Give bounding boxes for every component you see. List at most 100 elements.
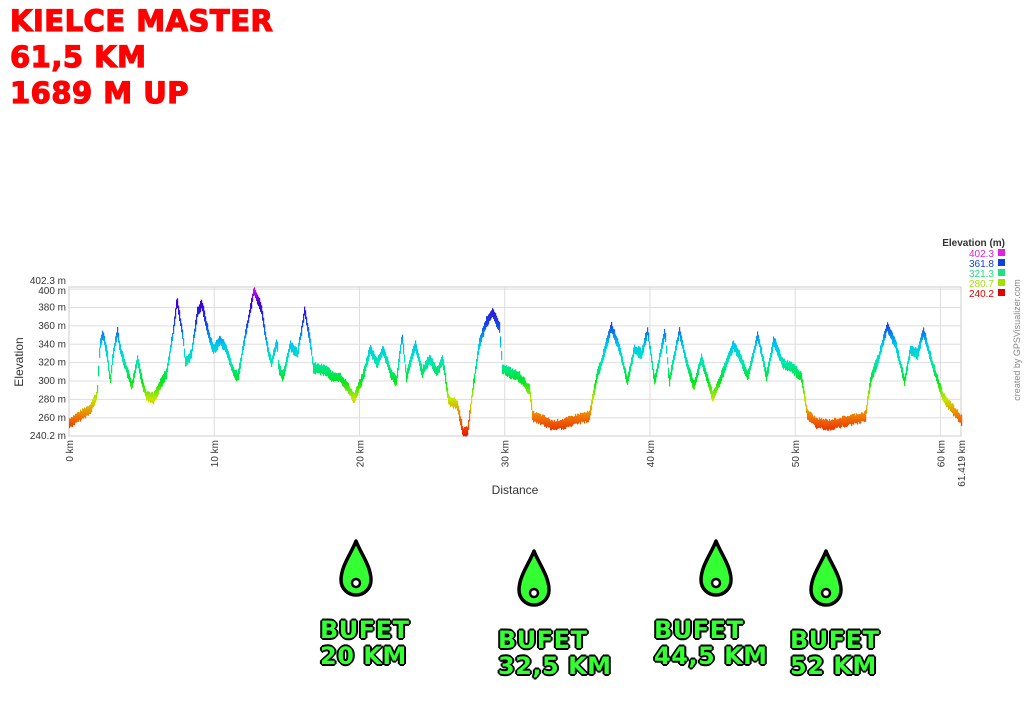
elevation-profile-segment xyxy=(286,363,288,367)
elevation-profile-segment xyxy=(933,369,935,373)
elevation-profile-segment xyxy=(702,361,704,365)
elevation-profile-segment xyxy=(533,413,535,417)
elevation-profile-segment xyxy=(366,362,368,365)
elevation-profile-segment xyxy=(345,387,347,391)
elevation-profile-segment xyxy=(525,384,527,388)
elevation-profile-segment xyxy=(428,362,430,366)
elevation-profile-segment xyxy=(391,377,393,381)
elevation-profile-segment xyxy=(670,377,672,380)
elevation-profile-segment xyxy=(847,420,849,424)
elevation-profile-segment xyxy=(615,340,617,344)
elevation-profile-segment xyxy=(781,356,783,359)
elevation-profile-segment xyxy=(956,415,958,418)
elevation-profile-segment xyxy=(330,374,332,378)
elevation-profile-segment xyxy=(857,421,859,425)
elevation-profile-segment xyxy=(291,349,293,353)
elevation-profile-segment xyxy=(299,340,301,344)
elevation-profile-segment xyxy=(191,351,193,355)
elevation-profile-segment xyxy=(849,415,851,419)
elevation-profile-segment xyxy=(271,362,273,366)
elevation-profile-segment xyxy=(151,396,153,400)
elevation-profile-segment xyxy=(482,330,484,333)
elevation-profile-segment xyxy=(847,423,849,427)
elevation-profile-segment xyxy=(539,413,541,417)
elevation-profile-segment xyxy=(237,372,239,375)
elevation-profile-segment xyxy=(412,356,414,360)
elevation-profile-segment xyxy=(853,421,855,425)
elevation-profile-segment xyxy=(407,370,409,374)
elevation-profile-segment xyxy=(114,346,116,350)
elevation-profile-segment xyxy=(304,310,306,314)
elevation-profile-segment xyxy=(324,364,326,368)
elevation-profile-segment xyxy=(899,360,901,363)
elevation-profile-segment xyxy=(757,333,759,337)
elevation-profile-segment xyxy=(565,420,567,424)
elevation-profile-segment xyxy=(213,351,215,354)
elevation-profile-segment xyxy=(316,366,318,369)
elevation-profile-segment xyxy=(870,384,872,388)
elevation-profile-segment xyxy=(753,353,755,357)
elevation-profile-segment xyxy=(170,344,172,348)
elevation-profile-segment xyxy=(827,419,829,423)
elevation-profile-segment xyxy=(469,418,471,422)
elevation-profile-segment xyxy=(789,365,791,369)
elevation-profile-segment xyxy=(628,371,630,375)
elevation-profile-segment xyxy=(774,344,776,348)
elevation-profile-segment xyxy=(804,395,806,399)
elevation-profile-segment xyxy=(748,373,750,377)
elevation-profile-segment xyxy=(92,401,94,405)
elevation-profile-segment xyxy=(132,381,134,385)
elevation-profile-segment xyxy=(275,342,277,346)
elevation-profile-segment xyxy=(845,416,847,420)
elevation-profile-segment xyxy=(946,397,948,401)
elevation-profile-segment xyxy=(737,354,739,358)
elevation-profile-segment xyxy=(834,423,836,427)
elevation-profile-segment xyxy=(830,427,832,431)
elevation-profile-segment xyxy=(859,420,861,424)
elevation-profile-segment xyxy=(248,316,250,320)
elevation-profile-segment xyxy=(557,418,559,422)
elevation-profile-segment xyxy=(803,385,805,389)
elevation-profile-segment xyxy=(810,416,812,420)
elevation-profile-segment xyxy=(498,325,500,328)
elevation-profile-segment xyxy=(783,366,785,370)
elevation-profile-segment xyxy=(72,421,74,425)
elevation-profile-segment xyxy=(80,415,82,419)
elevation-profile-segment xyxy=(476,358,478,362)
elevation-profile-segment xyxy=(546,422,548,426)
elevation-profile-segment xyxy=(539,415,541,419)
elevation-profile-segment xyxy=(482,327,484,331)
elevation-profile-segment xyxy=(111,365,113,368)
elevation-profile-segment xyxy=(388,365,390,368)
elevation-profile-segment xyxy=(387,357,389,360)
elevation-profile-segment xyxy=(156,395,158,399)
elevation-profile-segment xyxy=(177,305,179,308)
elevation-profile-segment xyxy=(600,367,602,371)
elevation-profile-segment xyxy=(779,357,781,361)
elevation-profile-segment xyxy=(346,383,348,387)
elevation-profile-segment xyxy=(583,412,585,416)
elevation-profile-segment xyxy=(253,288,255,291)
elevation-profile-segment xyxy=(739,358,741,362)
elevation-profile-segment xyxy=(459,418,461,422)
elevation-profile-segment xyxy=(492,314,494,318)
elevation-profile-segment xyxy=(717,385,719,389)
elevation-profile-segment xyxy=(532,410,534,414)
elevation-profile-segment xyxy=(77,412,79,416)
elevation-profile-segment xyxy=(442,355,444,359)
elevation-profile-segment xyxy=(754,345,756,348)
elevation-profile-segment xyxy=(845,418,847,422)
elevation-profile-segment xyxy=(934,370,936,374)
elevation-profile-segment xyxy=(718,378,720,382)
elevation-profile-segment xyxy=(748,370,750,374)
elevation-profile-segment xyxy=(527,385,529,389)
elevation-profile-segment xyxy=(155,397,157,401)
elevation-profile-segment xyxy=(147,391,149,394)
elevation-profile-segment xyxy=(863,413,865,416)
legend-swatch xyxy=(998,249,1005,256)
elevation-profile-segment xyxy=(812,418,814,422)
elevation-profile-segment xyxy=(504,365,506,368)
elevation-profile-segment xyxy=(835,417,837,421)
elevation-profile-segment xyxy=(575,420,577,424)
elevation-profile-segment xyxy=(557,426,559,430)
